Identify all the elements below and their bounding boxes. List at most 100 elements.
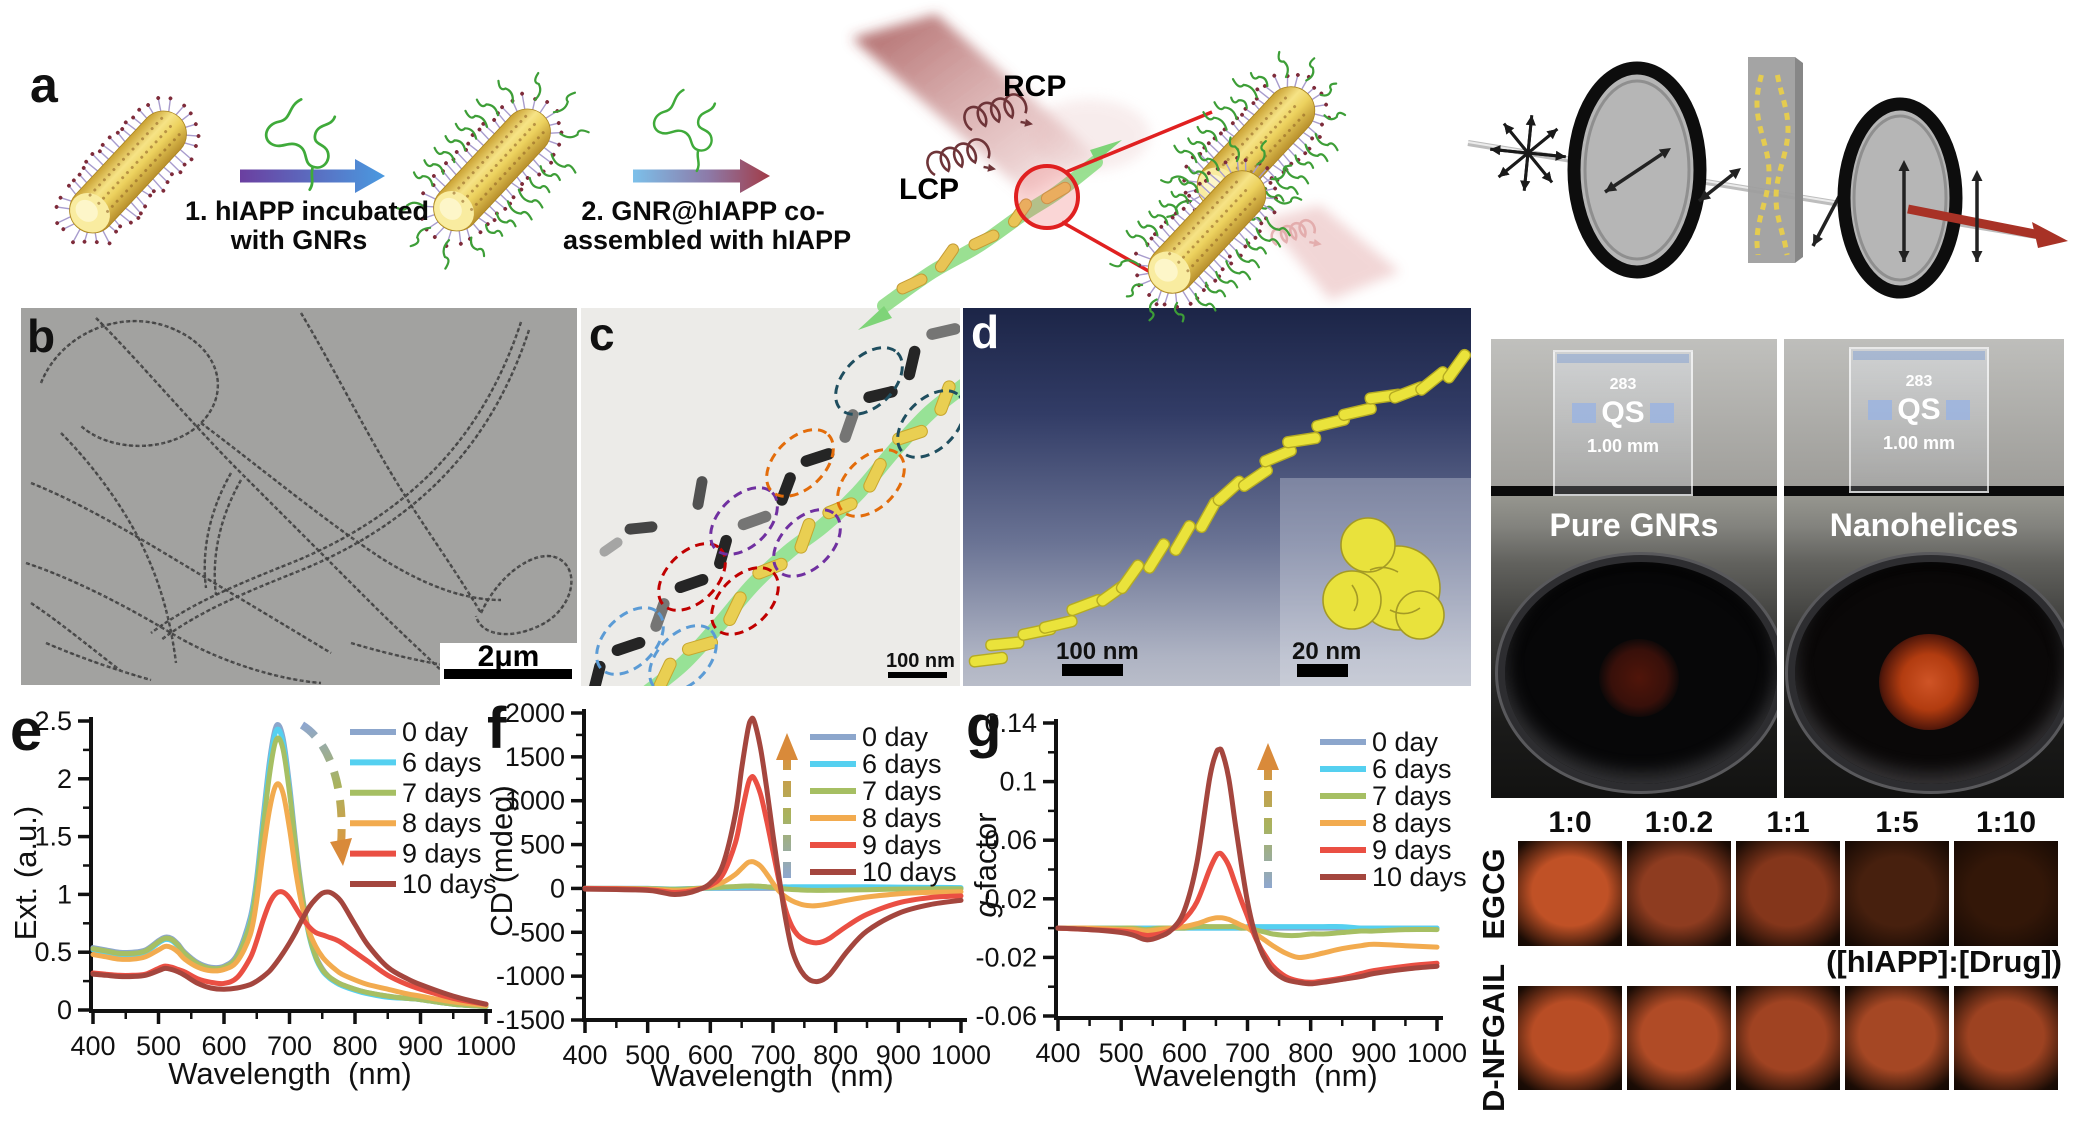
well-image-d-nfgail-1:1: [1736, 986, 1840, 1090]
chart-g-ylabel-rest: -factor: [968, 812, 1003, 901]
cuvette-right-brand-row: QS: [1851, 393, 1987, 427]
ratio-label: 1:1: [1766, 806, 1810, 839]
svg-text:-0.06: -0.06: [975, 1001, 1037, 1031]
ratio-label: 1:0: [1548, 806, 1592, 839]
cuvette-left-square-l: [1572, 403, 1597, 423]
svg-text:8 days: 8 days: [862, 803, 942, 833]
photo-left-glow: [1599, 639, 1679, 717]
scalebar-b-bar: [444, 669, 572, 679]
panel-label-f: f: [487, 696, 507, 761]
svg-text:600: 600: [688, 1040, 733, 1070]
svg-text:400: 400: [1035, 1038, 1080, 1068]
svg-text:500: 500: [1099, 1038, 1144, 1068]
svg-text:600: 600: [201, 1031, 246, 1061]
svg-text:9 days: 9 days: [862, 830, 942, 860]
svg-text:0.5: 0.5: [34, 937, 72, 967]
svg-text:10 days: 10 days: [1372, 862, 1467, 892]
svg-text:1000: 1000: [931, 1040, 991, 1070]
svg-text:6 days: 6 days: [862, 749, 942, 779]
scalebar-d-bar: [1062, 664, 1123, 676]
svg-text:1: 1: [57, 879, 72, 909]
svg-text:800: 800: [1288, 1038, 1333, 1068]
photo-pure-gnrs: 283 QS 1.00 mm Pure GNRs: [1491, 339, 1777, 798]
chart-e-ylabel: Ext. (a.u.): [8, 805, 43, 941]
svg-text:-1000: -1000: [496, 961, 565, 991]
svg-text:800: 800: [332, 1031, 377, 1061]
svg-text:800: 800: [813, 1040, 858, 1070]
svg-text:600: 600: [1162, 1038, 1207, 1068]
well-image-d-nfgail-1:0.2: [1627, 986, 1731, 1090]
svg-text:900: 900: [876, 1040, 921, 1070]
svg-text:-0.02: -0.02: [975, 942, 1037, 972]
photo-bench-right: [1784, 339, 2064, 486]
svg-text:500: 500: [520, 830, 565, 860]
svg-text:10 days: 10 days: [402, 869, 497, 899]
svg-text:6 days: 6 days: [1372, 754, 1452, 784]
chart-g-ylabel: g-factor: [968, 715, 1004, 1015]
photo-left-label: Pure GNRs: [1549, 507, 1719, 543]
well-image-egcg-1:0.2: [1627, 841, 1731, 946]
cuvette-left: 283 QS 1.00 mm: [1553, 350, 1693, 496]
panel-label-b: b: [27, 310, 56, 362]
panel-label-g: g: [966, 694, 1002, 759]
ratio-label: 1:5: [1875, 806, 1919, 839]
panel-c-tem-image: [581, 308, 960, 686]
cuvette-right-square-l: [1868, 400, 1893, 420]
lcp-label: LCP: [899, 173, 959, 206]
svg-text:1500: 1500: [505, 742, 565, 772]
svg-text:0.02: 0.02: [984, 884, 1037, 914]
svg-text:9 days: 9 days: [1372, 835, 1452, 865]
svg-text:6 days: 6 days: [402, 747, 482, 777]
scalebar-c-bar: [888, 672, 947, 678]
panel-label-c: c: [589, 308, 615, 360]
svg-text:0.06: 0.06: [984, 825, 1037, 855]
panel-label-a: a: [30, 57, 58, 113]
well-image-d-nfgail-1:5: [1845, 986, 1949, 1090]
svg-text:0 day: 0 day: [402, 717, 469, 747]
svg-text:2.5: 2.5: [34, 706, 72, 736]
svg-text:1.5: 1.5: [34, 822, 72, 852]
svg-text:900: 900: [398, 1031, 443, 1061]
scalebar-d-text: 100 nm: [1056, 638, 1139, 665]
cuvette-left-top-band: [1557, 354, 1689, 363]
chart-f-xlabel: Wavelength (nm): [650, 1058, 894, 1093]
chart-g-xlabel: Wavelength (nm): [1134, 1058, 1378, 1093]
well-image-d-nfgail-1:0: [1518, 986, 1622, 1090]
photo-right-port: [1788, 555, 2064, 791]
svg-text:9 days: 9 days: [402, 839, 482, 869]
rcp-label: RCP: [1003, 70, 1067, 103]
photo-nanohelices: 283 QS 1.00 mm Nanohelices: [1784, 339, 2064, 798]
cuvette-left-id: 283: [1609, 376, 1637, 393]
svg-text:400: 400: [70, 1031, 115, 1061]
cuvette-left-brand: QS: [1601, 396, 1645, 429]
step2-text-line2: assembled with hIAPP: [563, 225, 852, 255]
step1-text-line1: 1. hIAPP incubated: [185, 196, 430, 226]
cuvette-right-id: 283: [1905, 373, 1933, 390]
panel-d-tomography-image: [963, 308, 1471, 686]
ratio-label: 1:10: [1975, 806, 2037, 839]
svg-text:1000: 1000: [456, 1031, 516, 1061]
well-image-egcg-1:5: [1845, 841, 1949, 946]
svg-text:1000: 1000: [1407, 1038, 1467, 1068]
photo-bench-left: [1491, 339, 1777, 486]
cuvette-right-top-band: [1853, 351, 1985, 360]
well-image-d-nfgail-1:10: [1954, 986, 2058, 1090]
scalebar-b-text: 2μm: [477, 640, 540, 673]
scalebar-b-box: 2μm: [440, 640, 577, 686]
svg-text:700: 700: [750, 1040, 795, 1070]
photo-right-glow: [1879, 634, 1979, 730]
svg-text:7 days: 7 days: [862, 776, 942, 806]
svg-text:500: 500: [625, 1040, 670, 1070]
cuvette-right-path: 1.00 mm: [1882, 433, 1956, 453]
svg-text:700: 700: [1225, 1038, 1270, 1068]
step1-text-line2: with GNRs: [230, 225, 368, 255]
svg-text:0 day: 0 day: [1372, 727, 1439, 757]
step2-text-line1: 2. GNR@hIAPP co-: [581, 196, 825, 226]
svg-text:0.14: 0.14: [984, 708, 1037, 738]
svg-text:900: 900: [1351, 1038, 1396, 1068]
chart-e-xlabel: Wavelength (nm): [168, 1056, 412, 1091]
cuvette-left-brand-row: QS: [1555, 396, 1691, 430]
well-image-egcg-1:10: [1954, 841, 2058, 946]
svg-text:10 days: 10 days: [862, 857, 957, 887]
